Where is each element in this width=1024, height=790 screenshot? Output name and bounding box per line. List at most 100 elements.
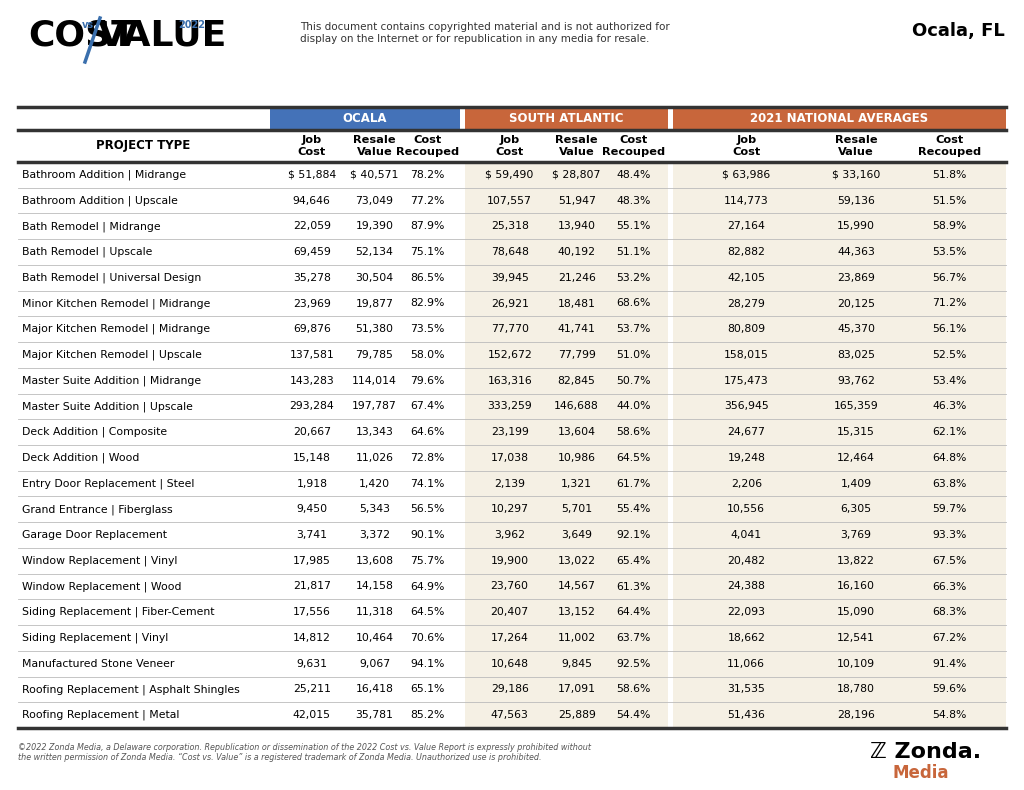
Text: vs: vs bbox=[82, 20, 94, 30]
Bar bbox=[465, 702, 668, 728]
Bar bbox=[465, 162, 668, 188]
Text: Deck Addition | Wood: Deck Addition | Wood bbox=[22, 453, 139, 463]
Text: 3,962: 3,962 bbox=[495, 530, 525, 540]
Bar bbox=[673, 265, 1006, 291]
Text: 27,164: 27,164 bbox=[727, 221, 765, 231]
Text: 67.2%: 67.2% bbox=[932, 633, 967, 643]
Text: 137,581: 137,581 bbox=[290, 350, 334, 360]
Bar bbox=[673, 393, 1006, 419]
Bar bbox=[673, 239, 1006, 265]
Text: 13,608: 13,608 bbox=[355, 556, 393, 566]
Text: 75.1%: 75.1% bbox=[411, 247, 444, 257]
Text: 94,646: 94,646 bbox=[293, 196, 331, 205]
Text: 20,482: 20,482 bbox=[727, 556, 765, 566]
Text: 20,667: 20,667 bbox=[293, 427, 331, 437]
Text: 30,504: 30,504 bbox=[355, 273, 393, 283]
Text: 68.3%: 68.3% bbox=[932, 608, 967, 617]
Text: 19,390: 19,390 bbox=[355, 221, 393, 231]
Text: 44,363: 44,363 bbox=[838, 247, 876, 257]
Text: 293,284: 293,284 bbox=[290, 401, 334, 412]
Text: Siding Replacement | Fiber-Cement: Siding Replacement | Fiber-Cement bbox=[22, 607, 214, 618]
Text: $ 28,807: $ 28,807 bbox=[553, 170, 601, 180]
Text: 9,631: 9,631 bbox=[296, 659, 328, 668]
Text: 51.5%: 51.5% bbox=[932, 196, 967, 205]
Text: 356,945: 356,945 bbox=[724, 401, 769, 412]
Text: 64.9%: 64.9% bbox=[411, 581, 444, 592]
Text: 114,014: 114,014 bbox=[352, 376, 397, 386]
Text: Bathroom Addition | Upscale: Bathroom Addition | Upscale bbox=[22, 195, 178, 206]
Text: 26,921: 26,921 bbox=[490, 299, 528, 309]
Text: 79.6%: 79.6% bbox=[411, 376, 444, 386]
Bar bbox=[465, 393, 668, 419]
Bar bbox=[465, 496, 668, 522]
Text: 1,420: 1,420 bbox=[359, 479, 390, 488]
Bar bbox=[465, 574, 668, 600]
Text: 72.8%: 72.8% bbox=[411, 453, 444, 463]
Text: 23,969: 23,969 bbox=[293, 299, 331, 309]
Text: 25,318: 25,318 bbox=[490, 221, 528, 231]
Text: 23,760: 23,760 bbox=[490, 581, 528, 592]
Text: 54.4%: 54.4% bbox=[616, 710, 650, 720]
Text: 143,283: 143,283 bbox=[290, 376, 334, 386]
Text: 70.6%: 70.6% bbox=[411, 633, 445, 643]
Text: 82,845: 82,845 bbox=[558, 376, 596, 386]
Bar bbox=[465, 445, 668, 471]
Text: VALUE: VALUE bbox=[98, 18, 227, 52]
Text: 2,206: 2,206 bbox=[731, 479, 762, 488]
Text: 77.2%: 77.2% bbox=[411, 196, 444, 205]
Text: ©2022 Zonda Media, a Delaware corporation. Republication or dissemination of the: ©2022 Zonda Media, a Delaware corporatio… bbox=[18, 743, 591, 762]
Text: 69,459: 69,459 bbox=[293, 247, 331, 257]
Text: 51.0%: 51.0% bbox=[616, 350, 650, 360]
Text: 61.3%: 61.3% bbox=[616, 581, 650, 592]
Text: 10,297: 10,297 bbox=[490, 504, 528, 514]
Text: Bath Remodel | Midrange: Bath Remodel | Midrange bbox=[22, 221, 161, 231]
Text: 55.4%: 55.4% bbox=[616, 504, 650, 514]
Text: 94.1%: 94.1% bbox=[411, 659, 444, 668]
Text: Deck Addition | Composite: Deck Addition | Composite bbox=[22, 427, 167, 438]
Text: 12,464: 12,464 bbox=[838, 453, 876, 463]
Text: 25,211: 25,211 bbox=[293, 684, 331, 694]
Text: 13,022: 13,022 bbox=[558, 556, 596, 566]
Bar bbox=[673, 702, 1006, 728]
Text: 35,278: 35,278 bbox=[293, 273, 331, 283]
Text: 53.7%: 53.7% bbox=[616, 324, 650, 334]
Text: Resale
Value: Resale Value bbox=[353, 135, 396, 156]
Text: 56.1%: 56.1% bbox=[932, 324, 967, 334]
Text: 75.7%: 75.7% bbox=[411, 556, 444, 566]
Text: Major Kitchen Remodel | Upscale: Major Kitchen Remodel | Upscale bbox=[22, 350, 202, 360]
Text: 5,343: 5,343 bbox=[359, 504, 390, 514]
Text: 9,067: 9,067 bbox=[359, 659, 390, 668]
Text: 175,473: 175,473 bbox=[724, 376, 769, 386]
Text: 58.0%: 58.0% bbox=[411, 350, 445, 360]
Bar bbox=[673, 651, 1006, 676]
Text: Bath Remodel | Upscale: Bath Remodel | Upscale bbox=[22, 246, 153, 258]
Text: 15,315: 15,315 bbox=[838, 427, 876, 437]
Text: 21,817: 21,817 bbox=[293, 581, 331, 592]
Text: Resale
Value: Resale Value bbox=[835, 135, 878, 156]
Text: Cost
Recouped: Cost Recouped bbox=[396, 135, 459, 156]
Text: 93,762: 93,762 bbox=[838, 376, 876, 386]
Text: 56.5%: 56.5% bbox=[411, 504, 444, 514]
Text: 67.5%: 67.5% bbox=[932, 556, 967, 566]
Text: 13,343: 13,343 bbox=[355, 427, 393, 437]
Bar bbox=[673, 625, 1006, 651]
Text: Job
Cost: Job Cost bbox=[732, 135, 761, 156]
Text: 92.5%: 92.5% bbox=[616, 659, 650, 668]
Text: Resale
Value: Resale Value bbox=[555, 135, 598, 156]
Bar bbox=[673, 419, 1006, 445]
Text: 17,038: 17,038 bbox=[490, 453, 528, 463]
Text: Cost
Recouped: Cost Recouped bbox=[918, 135, 981, 156]
Bar bbox=[465, 419, 668, 445]
Text: 15,148: 15,148 bbox=[293, 453, 331, 463]
Text: Roofing Replacement | Metal: Roofing Replacement | Metal bbox=[22, 710, 179, 720]
Bar bbox=[465, 368, 668, 393]
Text: 61.7%: 61.7% bbox=[616, 479, 650, 488]
Bar bbox=[465, 265, 668, 291]
Bar bbox=[673, 213, 1006, 239]
Text: 10,648: 10,648 bbox=[490, 659, 528, 668]
Text: 31,535: 31,535 bbox=[727, 684, 765, 694]
Text: 64.6%: 64.6% bbox=[411, 427, 444, 437]
Text: 28,196: 28,196 bbox=[838, 710, 876, 720]
Text: 13,822: 13,822 bbox=[838, 556, 876, 566]
Text: 29,186: 29,186 bbox=[490, 684, 528, 694]
